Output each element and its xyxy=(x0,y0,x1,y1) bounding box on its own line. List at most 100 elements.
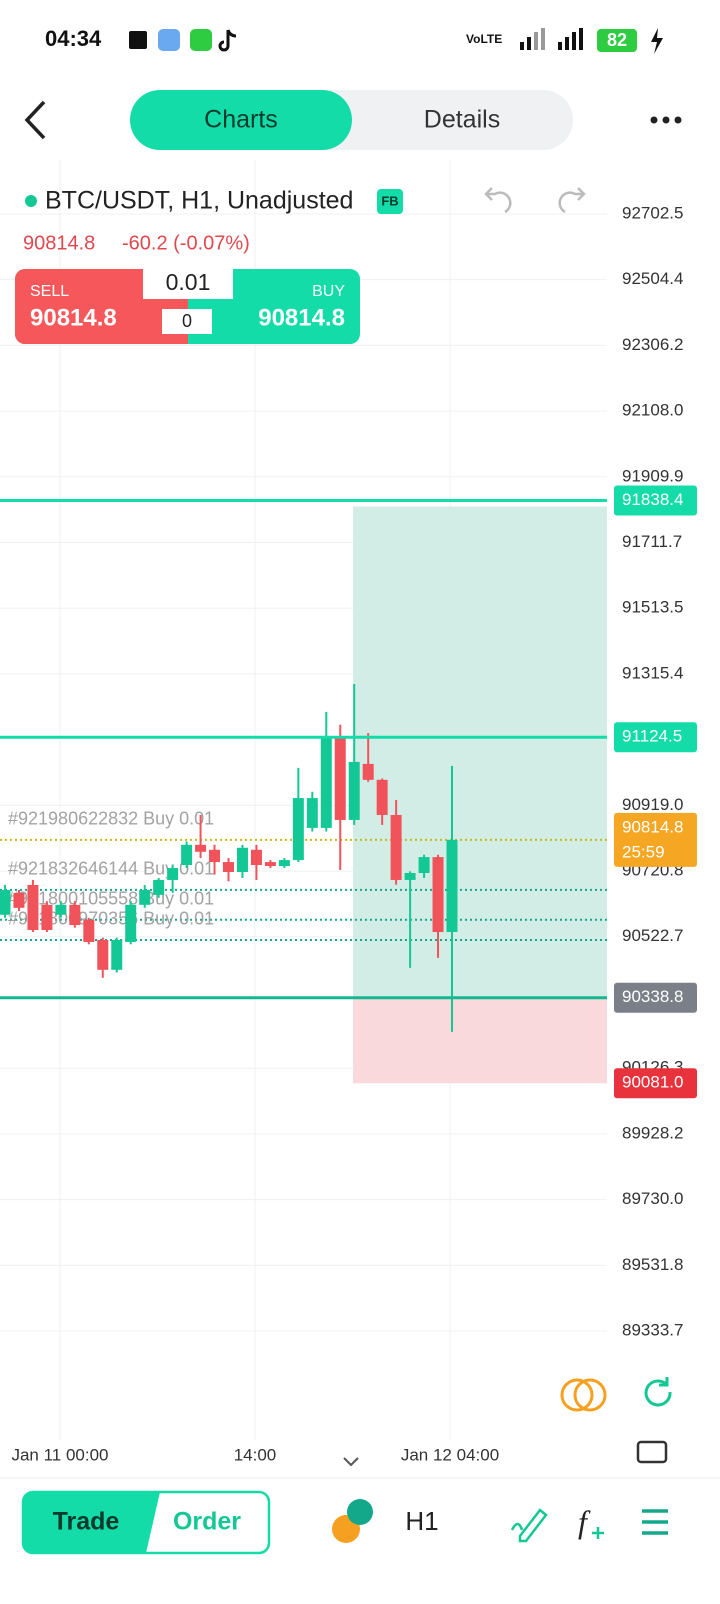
battery-level: 82 xyxy=(607,30,627,50)
timeframe[interactable]: H1 xyxy=(405,1506,438,1536)
y-tick-label: 89531.8 xyxy=(622,1255,683,1274)
x-tick-label: Jan 12 04:00 xyxy=(401,1445,499,1464)
candle-body xyxy=(348,761,360,820)
y-tick-label: 89333.7 xyxy=(622,1320,683,1339)
y-tick-label: 89928.2 xyxy=(622,1123,683,1142)
candle-body xyxy=(209,849,221,863)
reset-icon[interactable] xyxy=(644,1377,672,1407)
price-tag xyxy=(614,812,697,867)
candle-body xyxy=(13,892,25,908)
x-tick-label: 14:00 xyxy=(234,1445,277,1464)
trade-label[interactable]: Trade xyxy=(53,1508,120,1536)
redo[interactable] xyxy=(558,187,586,214)
undo[interactable] xyxy=(484,187,512,214)
tab-charts[interactable]: Charts xyxy=(204,106,278,134)
x-scroll xyxy=(280,1444,395,1474)
profit-zone xyxy=(353,506,607,998)
tab-active[interactable] xyxy=(130,90,352,150)
candle-body xyxy=(153,879,165,895)
candle-body xyxy=(376,779,388,815)
candle-body xyxy=(292,798,304,861)
layout-icon[interactable] xyxy=(636,1440,668,1464)
candle-body xyxy=(111,939,123,970)
candle-body xyxy=(27,884,39,931)
status-icon xyxy=(129,31,147,49)
candle-body xyxy=(69,904,81,926)
price-tag xyxy=(614,722,697,753)
candle-body xyxy=(432,857,444,933)
candle-body xyxy=(125,904,137,942)
candle-body xyxy=(41,904,53,931)
price-tag-label: 91838.4 xyxy=(622,490,683,509)
candle-body xyxy=(306,798,318,828)
candle-body xyxy=(195,844,207,852)
menu[interactable] xyxy=(642,1509,668,1535)
candle-body xyxy=(0,889,11,915)
candle-body xyxy=(97,939,109,970)
signal-icons: VoLTE xyxy=(466,28,583,50)
price-tag-label: 90814.8 xyxy=(622,817,683,836)
last-price: 90814.8 xyxy=(23,232,95,254)
status-time: 04:34 xyxy=(45,26,102,51)
y-tick-label: 92702.5 xyxy=(622,203,683,222)
status-icon xyxy=(158,29,180,51)
badge xyxy=(377,189,403,214)
y-tick-label: 91315.4 xyxy=(622,663,683,682)
price-tag xyxy=(614,982,697,1013)
candle-body xyxy=(446,839,458,933)
candle-body xyxy=(264,862,276,867)
candle-body xyxy=(167,868,179,880)
back-button[interactable] xyxy=(24,100,46,140)
tab-details[interactable]: Details xyxy=(424,106,500,134)
status-dot xyxy=(25,195,37,207)
candle-body xyxy=(362,763,374,780)
candle-body xyxy=(418,857,430,873)
price-tag-label: 91124.5 xyxy=(622,727,682,746)
lot-input[interactable] xyxy=(143,269,233,299)
more-button[interactable] xyxy=(650,116,682,124)
y-tick-label: 91909.9 xyxy=(622,466,683,485)
svg-text:VoLTE: VoLTE xyxy=(466,32,502,46)
buy-price: 90814.8 xyxy=(258,304,345,331)
chart: Jan 11 00:00 14:00 Jan 12 04:00 92702.5 9250… xyxy=(0,160,697,1464)
sell-label: SELL xyxy=(30,283,69,300)
y-tick-label: 90522.7 xyxy=(622,926,683,945)
symbol: BTC/USDT, H1, Unadjusted xyxy=(45,187,353,215)
coin-icon[interactable] xyxy=(560,1378,607,1412)
expand-arrow[interactable] xyxy=(343,1457,359,1467)
y-tick-label: 92504.4 xyxy=(622,269,683,288)
y-tick-label: 89730.0 xyxy=(622,1189,683,1208)
candle-body xyxy=(404,872,416,880)
x-tick-label: Jan 11 00:00 xyxy=(11,1445,108,1464)
candle-body xyxy=(55,904,67,915)
sell-price: 90814.8 xyxy=(30,304,117,331)
charging-icon xyxy=(651,28,663,54)
candle-body xyxy=(390,814,402,880)
candle-body xyxy=(139,889,151,905)
spread-box xyxy=(162,309,212,334)
order-label[interactable]: Order xyxy=(173,1508,241,1536)
indicator-tool[interactable]: f xyxy=(578,1503,591,1539)
trade-tab[interactable] xyxy=(23,1492,160,1553)
lot-size: 0.01 xyxy=(166,269,211,295)
loss-zone xyxy=(353,997,607,1084)
order-label: #921800970356 Buy 0.01 xyxy=(8,909,214,929)
status-icon xyxy=(190,29,212,51)
y-tick-label: 92108.0 xyxy=(622,401,683,420)
y-tick-label: 91513.5 xyxy=(622,598,683,617)
buy-label: BUY xyxy=(312,283,345,300)
candle-body xyxy=(278,860,290,867)
candle-body xyxy=(83,919,95,942)
order-label: #921980622832 Buy 0.01 xyxy=(8,809,214,829)
y-tick-label: 91711.7 xyxy=(622,532,682,551)
battery xyxy=(597,29,637,52)
candle-body xyxy=(334,737,346,820)
countdown: 25:59 xyxy=(622,842,665,861)
y-tick-label: 90919.0 xyxy=(622,795,683,814)
price-tag xyxy=(614,1068,697,1099)
draw-tool[interactable] xyxy=(510,1508,548,1543)
price-tag-label: 90338.8 xyxy=(622,987,683,1006)
indicator-plus xyxy=(592,1527,604,1539)
